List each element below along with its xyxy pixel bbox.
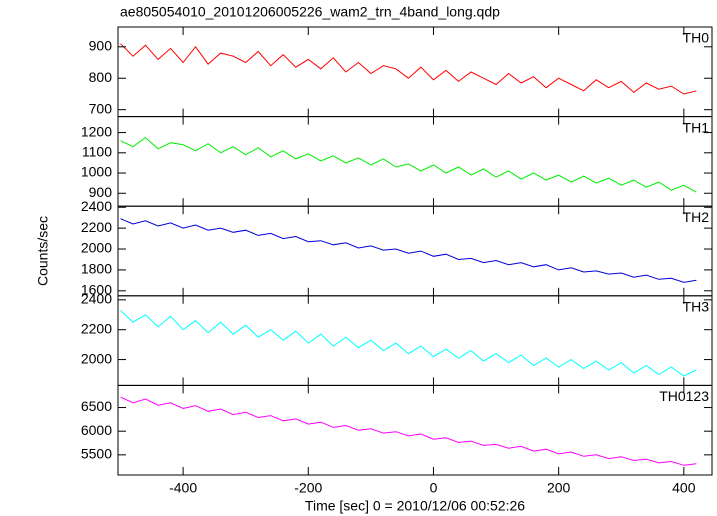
- y-tick-label: 700: [89, 100, 113, 116]
- chart-title: ae805054010_20101206005226_wam2_trn_4ban…: [120, 4, 500, 20]
- y-tick-label: 900: [89, 38, 113, 54]
- y-tick-label: 800: [89, 69, 113, 85]
- y-tick-label: 900: [89, 184, 113, 200]
- x-tick-label: -200: [294, 480, 322, 496]
- panel-frame: [117, 295, 713, 386]
- panel-frame: [117, 116, 713, 207]
- y-tick-label: 1000: [81, 164, 112, 180]
- y-tick-label: 2000: [81, 240, 112, 256]
- panel-label: TH1: [683, 119, 710, 135]
- y-tick-label: 6000: [81, 422, 112, 438]
- y-tick-label: 1600: [81, 281, 112, 297]
- panel-frame: [117, 205, 713, 297]
- y-tick-label: 2200: [81, 219, 112, 235]
- data-line: [120, 396, 697, 466]
- y-tick-label: 2200: [81, 320, 112, 336]
- panel-label: TH0: [683, 30, 710, 46]
- data-line: [120, 309, 697, 377]
- x-tick-label: -400: [169, 480, 197, 496]
- x-axis-label: Time [sec] 0 = 2010/12/06 00:52:26: [305, 498, 525, 514]
- y-tick-label: 1200: [81, 123, 112, 139]
- y-tick-label: 5500: [81, 446, 112, 462]
- y-tick-label: 2400: [81, 198, 112, 214]
- panel-label: TH2: [683, 209, 710, 225]
- y-tick-label: 6500: [81, 398, 112, 414]
- data-line: [120, 43, 697, 95]
- panel-label: TH0123: [659, 388, 709, 404]
- y-tick-label: 2400: [81, 291, 112, 307]
- y-axis-label: Counts/sec: [35, 216, 51, 286]
- x-tick-label: 400: [672, 480, 696, 496]
- x-tick-label: 200: [547, 480, 571, 496]
- panel-label: TH3: [683, 299, 710, 315]
- panel-frame: [117, 384, 713, 476]
- y-tick-label: 1100: [82, 144, 112, 160]
- y-tick-label: 1800: [81, 261, 112, 277]
- x-tick-label: 0: [430, 480, 438, 496]
- data-line: [120, 136, 697, 193]
- data-line: [120, 218, 697, 283]
- y-tick-label: 2000: [81, 350, 112, 366]
